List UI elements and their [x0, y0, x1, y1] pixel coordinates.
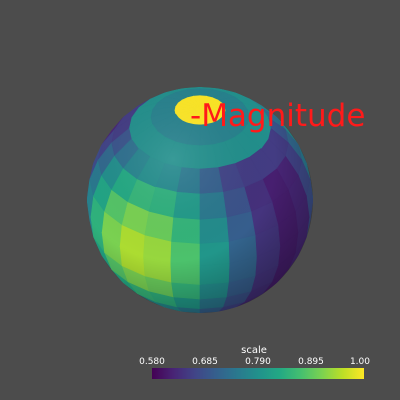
- scalar-bar-title: scale: [241, 345, 267, 356]
- scalar-bar-ticks: 0.580 0.685 0.790 0.895 1.00: [138, 356, 370, 368]
- scalar-bar-gradient: [152, 368, 364, 379]
- label-text: Magnitude: [201, 98, 366, 134]
- point-label: -Magnitude: [190, 98, 365, 134]
- scalar-bar-tick-label: 0.790: [245, 357, 271, 367]
- sphere-shading: [87, 87, 313, 313]
- label-marker: -: [190, 98, 202, 134]
- scalar-bar: scale 0.580 0.685 0.790 0.895 1.00: [138, 346, 370, 382]
- scalar-bar-tick-label: 0.685: [192, 357, 218, 367]
- scalar-bar-tick-label: 1.00: [349, 357, 370, 367]
- scalar-bar-tick-label: 0.895: [298, 357, 324, 367]
- scalar-bar-tick-label: 0.580: [139, 357, 165, 367]
